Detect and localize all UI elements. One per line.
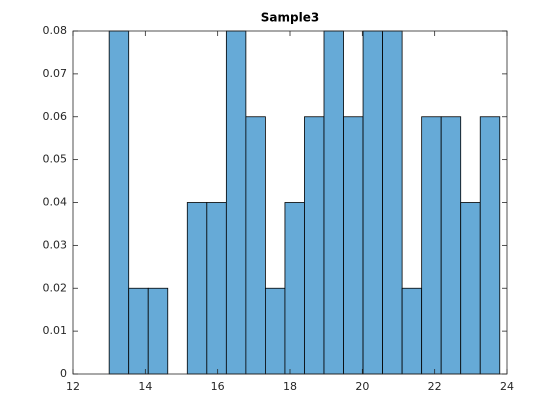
y-tick-label: 0.03 xyxy=(43,238,68,251)
bar xyxy=(245,116,266,375)
bar xyxy=(479,116,501,375)
chart-title: Sample3 xyxy=(261,11,319,25)
bar xyxy=(421,116,442,375)
x-tick-label: 12 xyxy=(66,380,80,393)
bar xyxy=(284,202,305,375)
bar xyxy=(382,30,403,375)
x-tick-label: 20 xyxy=(355,380,369,393)
y-tick-label: 0.07 xyxy=(43,67,68,80)
bar xyxy=(362,30,383,375)
x-tick-label: 18 xyxy=(283,380,297,393)
bar xyxy=(147,287,169,375)
x-tick-label: 24 xyxy=(500,380,514,393)
y-tick-label: 0.01 xyxy=(43,324,68,337)
y-tick-label: 0.06 xyxy=(43,110,68,123)
bar xyxy=(343,116,364,375)
y-tick-label: 0.02 xyxy=(43,281,68,294)
bar xyxy=(108,30,130,375)
bar xyxy=(401,287,423,375)
bar xyxy=(304,116,325,375)
y-tick-label: 0 xyxy=(60,367,67,380)
bar xyxy=(460,202,481,375)
bar xyxy=(128,287,149,375)
bar xyxy=(440,116,462,375)
bar xyxy=(186,202,208,375)
bar xyxy=(323,30,344,375)
y-tick-label: 0.05 xyxy=(43,153,68,166)
bar xyxy=(265,287,286,375)
y-tick-label: 0.08 xyxy=(43,24,68,37)
x-tick-label: 14 xyxy=(138,380,152,393)
bar xyxy=(225,30,247,375)
x-tick-label: 16 xyxy=(211,380,225,393)
x-tick-label: 22 xyxy=(428,380,442,393)
y-tick-label: 0.04 xyxy=(43,196,68,209)
bar xyxy=(206,202,227,375)
